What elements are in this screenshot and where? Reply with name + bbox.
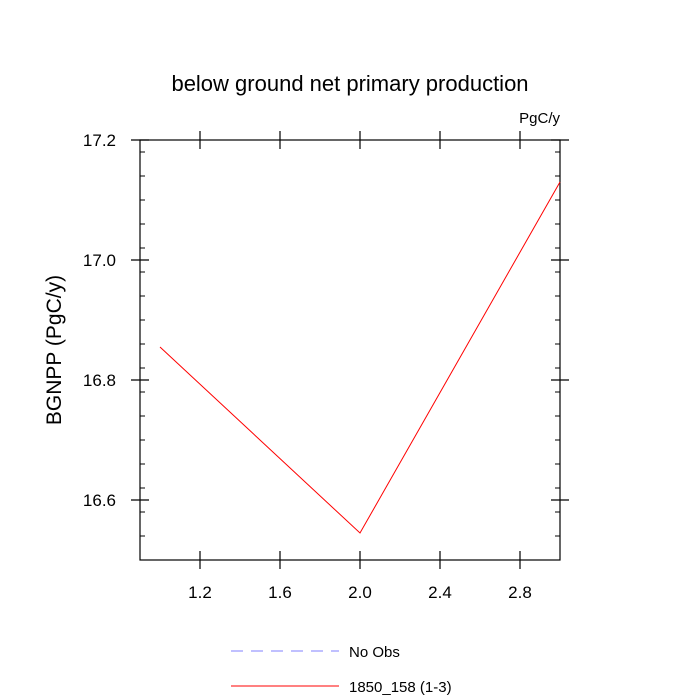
- x-tick-label: 1.2: [188, 583, 212, 602]
- y-tick-label: 16.8: [83, 371, 116, 390]
- plot-area-border: [139, 139, 561, 561]
- legend-label: No Obs: [349, 644, 400, 661]
- x-tick-label: 1.6: [268, 583, 292, 602]
- x-tick-label: 2.4: [428, 583, 452, 602]
- legend: No Obs 1850_158 (1-3): [231, 644, 452, 696]
- y-axis-label: BGNPP (PgC/y): [43, 275, 66, 425]
- chart-title: below ground net primary production: [171, 71, 528, 96]
- x-tick-label: 2.8: [508, 583, 532, 602]
- x-axis-ticks: 1.2 1.6 2.0 2.4 2.8: [188, 131, 532, 602]
- units-label: PgC/y: [519, 110, 560, 127]
- x-tick-label: 2.0: [348, 583, 372, 602]
- y-tick-label: 17.0: [83, 251, 116, 270]
- series-line: [159, 181, 561, 534]
- y-tick-label: 17.2: [83, 131, 116, 150]
- series-group: [159, 181, 561, 534]
- axes-frame: [139, 139, 561, 561]
- y-tick-label: 16.6: [83, 491, 116, 510]
- y-axis-ticks: 16.6 16.8 17.0 17.2: [83, 131, 569, 561]
- legend-label: 1850_158 (1-3): [349, 679, 452, 696]
